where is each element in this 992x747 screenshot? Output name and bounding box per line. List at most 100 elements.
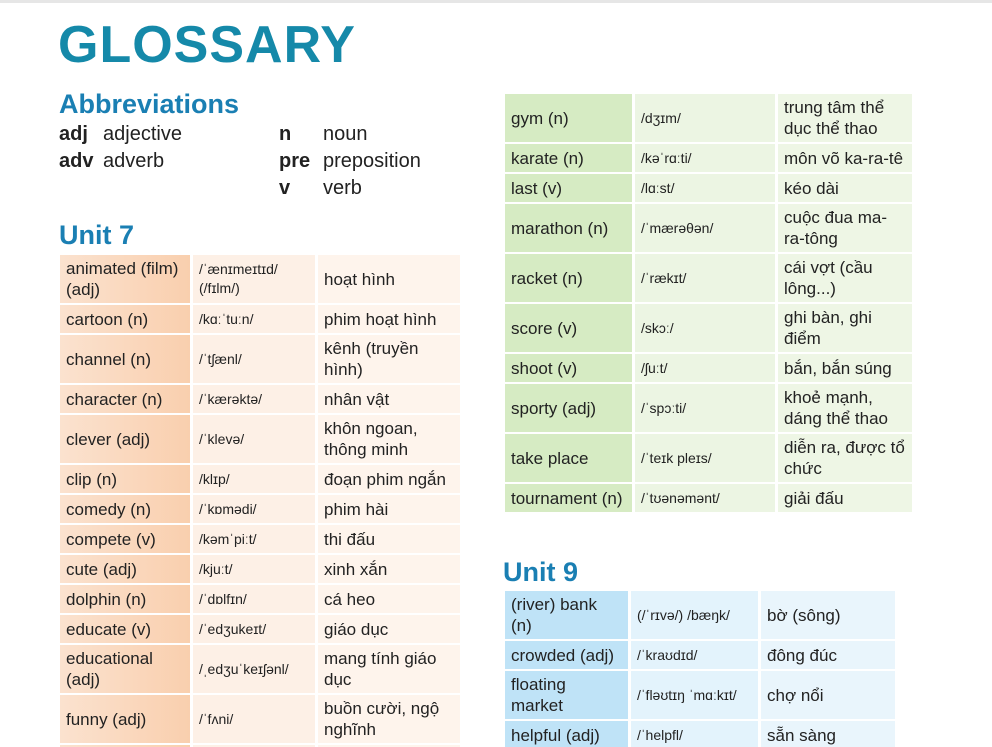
word: sporty (adj) <box>505 384 632 432</box>
word: animated (film) (adj) <box>60 255 190 303</box>
meaning: diễn ra, được tổ chức <box>778 434 912 482</box>
pronunciation: /dʒɪm/ <box>635 94 775 142</box>
glossary-row: dolphin (n)/ˈdɒlfɪn/cá heo <box>60 585 460 613</box>
word: score (v) <box>505 304 632 352</box>
pronunciation: (/ˌtiːˈviː/) <box>193 745 315 747</box>
glossary-table: (river) bank (n) (/ˈrɪvə/) /bæŋk/bờ (sông… <box>505 591 895 747</box>
glossary-row: cute (adj)/kjuːt/xinh xắn <box>60 555 460 583</box>
abbreviation-list: adj adjective adv adverb <box>59 123 182 173</box>
glossary-row: cartoon (n)/kɑːˈtuːn/phim hoạt hình <box>60 305 460 333</box>
pronunciation: /ˈdɒlfɪn/ <box>193 585 315 613</box>
glossary-row: score (v)/skɔː/ghi bàn, ghi điểm <box>505 304 912 352</box>
pronunciation: /ˈhelpfl/ <box>631 721 758 747</box>
word: clever (adj) <box>60 415 190 463</box>
abbreviation-meaning: adverb <box>103 150 165 172</box>
glossary-row: take place/ˈteɪk pleɪs/diễn ra, được tổ … <box>505 434 912 482</box>
word: crowded (adj) <box>505 641 628 669</box>
abbreviation-meaning: verb <box>323 177 362 199</box>
word: dolphin (n) <box>60 585 190 613</box>
word: (TV) guide (n) <box>60 745 190 747</box>
meaning: kéo dài <box>778 174 912 202</box>
meaning: thi đấu <box>318 525 460 553</box>
meaning: đông đúc <box>761 641 895 669</box>
meaning: cuộc đua ma-ra-tông <box>778 204 912 252</box>
word: marathon (n) <box>505 204 632 252</box>
glossary-row: compete (v)/kəmˈpiːt/thi đấu <box>60 525 460 553</box>
pronunciation: /ˈfʌni/ <box>193 695 315 743</box>
pronunciation: /ˈkærəktə/ <box>193 385 315 413</box>
meaning: buồn cười, ngộ nghĩnh <box>318 695 460 743</box>
meaning: chợ nổi <box>761 671 895 719</box>
glossary-row: (river) bank (n) (/ˈrɪvə/) /bæŋk/bờ (sông… <box>505 591 895 639</box>
glossary-row: last (v)/lɑːst/kéo dài <box>505 174 912 202</box>
glossary-row: clip (n)/klɪp/đoạn phim ngắn <box>60 465 460 493</box>
word: channel (n) <box>60 335 190 383</box>
abbreviation-meaning: preposition <box>323 150 421 172</box>
glossary-row: gym (n)/dʒɪm/trung tâm thể dục thể thao <box>505 94 912 142</box>
pronunciation: (/ˈrɪvə/) /bæŋk/ <box>631 591 758 639</box>
section-heading: Unit 7 <box>59 220 135 250</box>
pronunciation: /ˈedʒukeɪt/ <box>193 615 315 643</box>
word: funny (adj) <box>60 695 190 743</box>
meaning: kênh (truyền hình) <box>318 335 460 383</box>
glossary-row: character (n)/ˈkærəktə/nhân vật <box>60 385 460 413</box>
pronunciation: /kəˈrɑːti/ <box>635 144 775 172</box>
glossary-row: crowded (adj)/ˈkraʊdɪd/đông đúc <box>505 641 895 669</box>
meaning: sẵn sàng <box>761 721 895 747</box>
glossary-row: comedy (n)/ˈkɒmədi/phim hài <box>60 495 460 523</box>
meaning: bắn, bắn súng <box>778 354 912 382</box>
pronunciation: /lɑːst/ <box>635 174 775 202</box>
pronunciation: /ˌedʒuˈkeɪʃənl/ <box>193 645 315 693</box>
glossary-row: shoot (v)/ʃuːt/bắn, bắn súng <box>505 354 912 382</box>
abbreviation: n <box>279 123 292 145</box>
meaning: chương trình TV <box>318 745 460 747</box>
meaning: phim hài <box>318 495 460 523</box>
abbreviation: v <box>279 177 291 199</box>
abbreviation-list: n noun pre preposition v verb <box>279 123 421 200</box>
glossary-row: helpful (adj)/ˈhelpfl/sẵn sàng <box>505 721 895 747</box>
meaning: giải đấu <box>778 484 912 512</box>
meaning: đoạn phim ngắn <box>318 465 460 493</box>
meaning: trung tâm thể dục thể thao <box>778 94 912 142</box>
pronunciation: /kəmˈpiːt/ <box>193 525 315 553</box>
abbreviation: adv <box>59 150 94 172</box>
meaning: giáo dục <box>318 615 460 643</box>
word: shoot (v) <box>505 354 632 382</box>
meaning: môn võ ka-ra-tê <box>778 144 912 172</box>
meaning: phim hoạt hình <box>318 305 460 333</box>
glossary-row: educate (v)/ˈedʒukeɪt/giáo dục <box>60 615 460 643</box>
abbreviation: pre <box>279 150 311 172</box>
glossary-row: karate (n)/kəˈrɑːti/môn võ ka-ra-tê <box>505 144 912 172</box>
glossary-row: racket (n)/ˈrækɪt/cái vợt (cầu lông...) <box>505 254 912 302</box>
word: racket (n) <box>505 254 632 302</box>
pronunciation: /ˈkraʊdɪd/ <box>631 641 758 669</box>
glossary-row: channel (n)/ˈtʃænl/kênh (truyền hình) <box>60 335 460 383</box>
word: compete (v) <box>60 525 190 553</box>
glossary-row: (TV) guide (n)(/ˌtiːˈviː/)chương trình T… <box>60 745 460 747</box>
page-title: GLOSSARY <box>58 16 356 74</box>
meaning: nhân vật <box>318 385 460 413</box>
glossary-row: clever (adj)/ˈklevə/khôn ngoan, thông mi… <box>60 415 460 463</box>
abbreviation-meaning: noun <box>323 123 368 145</box>
word: take place <box>505 434 632 482</box>
glossary-row: tournament (n)/ˈtʊənəmənt/giải đấu <box>505 484 912 512</box>
section-heading: Abbreviations <box>59 89 240 119</box>
pronunciation: /ˈtʃænl/ <box>193 335 315 383</box>
word: tournament (n) <box>505 484 632 512</box>
glossary-table: animated (film) (adj)/ˈænɪmeɪtɪd/ (/fɪlm… <box>60 255 460 747</box>
word: gym (n) <box>505 94 632 142</box>
glossary-row: funny (adj)/ˈfʌni/buồn cười, ngộ nghĩnh <box>60 695 460 743</box>
word: (river) bank (n) <box>505 591 628 639</box>
word: cartoon (n) <box>60 305 190 333</box>
word: last (v) <box>505 174 632 202</box>
pronunciation: /ˈmærəθən/ <box>635 204 775 252</box>
pronunciation: /ˈfləʊtɪŋ ˈmɑːkɪt/ <box>631 671 758 719</box>
meaning: hoạt hình <box>318 255 460 303</box>
meaning: cá heo <box>318 585 460 613</box>
glossary-row: sporty (adj)/ˈspɔːti/khoẻ mạnh, dáng thể… <box>505 384 912 432</box>
word: floating market <box>505 671 628 719</box>
glossary-row: animated (film) (adj)/ˈænɪmeɪtɪd/ (/fɪlm… <box>60 255 460 303</box>
pronunciation: /ˈteɪk pleɪs/ <box>635 434 775 482</box>
meaning: khoẻ mạnh, dáng thể thao <box>778 384 912 432</box>
word: educational (adj) <box>60 645 190 693</box>
